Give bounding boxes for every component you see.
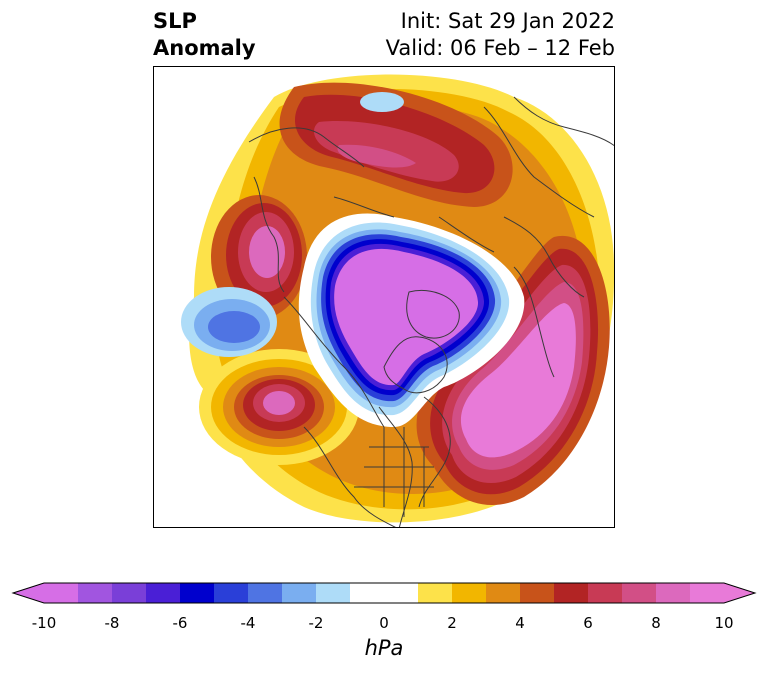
map-panel bbox=[153, 66, 615, 528]
colorbar-outline bbox=[11, 582, 757, 604]
small-low-patch bbox=[360, 92, 404, 112]
colorbar-tick-label: 0 bbox=[379, 614, 389, 632]
title-right: Init: Sat 29 Jan 2022 Valid: 06 Feb – 12… bbox=[386, 8, 615, 62]
variable-name: SLP bbox=[153, 9, 197, 33]
colorbar-segment bbox=[588, 583, 623, 603]
colorbar-extend-left bbox=[13, 583, 44, 603]
colorbar-segment bbox=[282, 583, 317, 603]
colorbar-tick-label: -4 bbox=[240, 614, 256, 632]
colorbar-tick-label: 8 bbox=[651, 614, 661, 632]
colorbar-segment bbox=[214, 583, 249, 603]
colorbar-tick-label: 10 bbox=[714, 614, 734, 632]
colorbar-segment bbox=[350, 583, 385, 603]
colorbar-segment bbox=[384, 583, 419, 603]
colorbar-segment bbox=[248, 583, 283, 603]
colorbar bbox=[11, 582, 757, 604]
coastlines bbox=[248, 96, 614, 527]
western-ridge-high bbox=[211, 195, 307, 319]
colorbar-segment bbox=[656, 583, 691, 603]
colorbar-segment bbox=[418, 583, 453, 603]
valid-range: Valid: 06 Feb – 12 Feb bbox=[385, 36, 615, 60]
colorbar-tick-label: 4 bbox=[515, 614, 525, 632]
colorbar-tick-label: -2 bbox=[308, 614, 324, 632]
colorbar-extend-right bbox=[724, 583, 755, 603]
variable-type: Anomaly bbox=[153, 36, 256, 60]
colorbar-segment bbox=[146, 583, 181, 603]
atlantic-high bbox=[416, 235, 610, 506]
colorbar-tick-label: 2 bbox=[447, 614, 457, 632]
colorbar-tick-label: -8 bbox=[104, 614, 120, 632]
colorbar-segment bbox=[180, 583, 215, 603]
colorbar-tick-label: 6 bbox=[583, 614, 593, 632]
colorbar-segment bbox=[78, 583, 113, 603]
colorbar-segment bbox=[316, 583, 351, 603]
colorbar-segment bbox=[622, 583, 657, 603]
colorbar-segment bbox=[554, 583, 589, 603]
colorbar-segment bbox=[112, 583, 147, 603]
colorbar-unit: hPa bbox=[364, 636, 404, 660]
title-left: SLP Anomaly bbox=[153, 8, 256, 62]
colorbar-segment bbox=[452, 583, 487, 603]
siberian-high bbox=[279, 82, 513, 207]
colorbar-segment bbox=[520, 583, 555, 603]
colorbar-segment bbox=[486, 583, 521, 603]
pacific-high bbox=[199, 349, 359, 465]
init-date: Init: Sat 29 Jan 2022 bbox=[400, 9, 615, 33]
colorbar-tick-label: -6 bbox=[172, 614, 188, 632]
anomaly-map bbox=[181, 74, 614, 527]
colorbar-segments bbox=[44, 583, 725, 603]
aleutian-low bbox=[181, 287, 277, 357]
colorbar-segment bbox=[690, 583, 725, 603]
colorbar-tick-label: -10 bbox=[31, 614, 57, 632]
colorbar-segment bbox=[44, 583, 79, 603]
